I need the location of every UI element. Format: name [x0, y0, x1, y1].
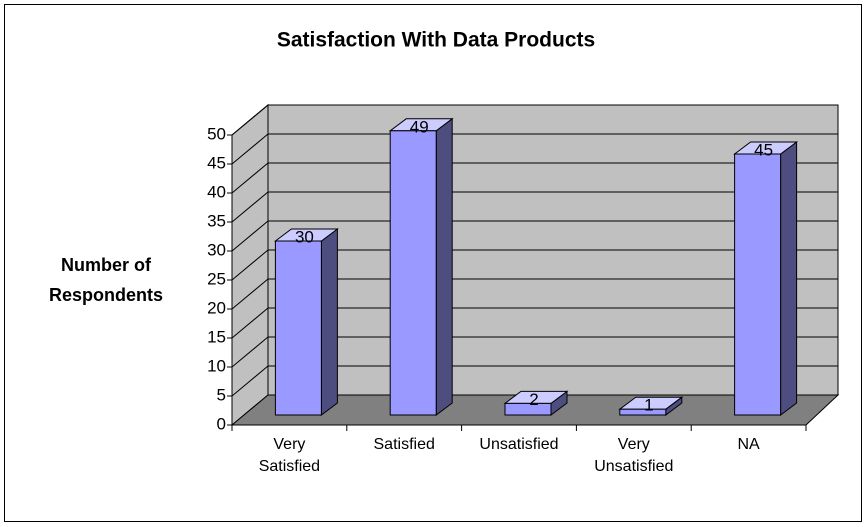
grid-line	[231, 365, 269, 397]
grid-line	[231, 278, 269, 310]
grid-line	[231, 307, 269, 339]
y-tick-label: 0	[217, 414, 226, 433]
y-tick-label: 35	[207, 211, 226, 230]
bar	[504, 402, 552, 416]
y-tick-label: 10	[207, 356, 226, 375]
y-axis-label: Number of Respondents	[48, 255, 163, 305]
data-label: 1	[644, 396, 653, 415]
grid-line	[231, 191, 269, 223]
grid-line	[231, 336, 269, 368]
y-tick-label: 50	[207, 124, 226, 143]
data-label: 45	[754, 140, 773, 159]
data-label: 2	[529, 390, 538, 409]
grid-line	[231, 104, 269, 136]
y-tick-label: 25	[207, 269, 226, 288]
chart-title: Satisfaction With Data Products	[277, 29, 595, 52]
bar	[619, 408, 667, 416]
x-tick-label: Satisfied	[373, 436, 435, 453]
grid-line	[231, 133, 269, 165]
bar-side	[320, 228, 338, 416]
bar	[274, 240, 322, 416]
y-tick-label: 15	[207, 327, 226, 346]
x-tick-label: Unsatisfied	[479, 436, 559, 453]
bar	[389, 130, 437, 416]
y-tick-label: 30	[207, 240, 226, 259]
y-tick-label: 20	[207, 298, 226, 317]
x-tick-label: Very Satisfied	[258, 436, 321, 475]
y-tick-label: 5	[217, 385, 226, 404]
y-tick-label: 45	[207, 153, 226, 172]
grid-line	[231, 220, 269, 252]
bar-side	[435, 117, 453, 416]
bar	[734, 153, 782, 416]
x-tick-label: NA	[737, 436, 760, 453]
x-tick-label: Very Unsatisfied	[594, 436, 674, 475]
y-tick-label: 40	[207, 182, 226, 201]
bar-side	[780, 141, 798, 416]
data-label: 30	[295, 227, 314, 246]
grid-line	[231, 249, 269, 281]
bars	[273, 117, 799, 416]
grid-line	[231, 162, 269, 194]
data-label: 49	[410, 117, 429, 136]
